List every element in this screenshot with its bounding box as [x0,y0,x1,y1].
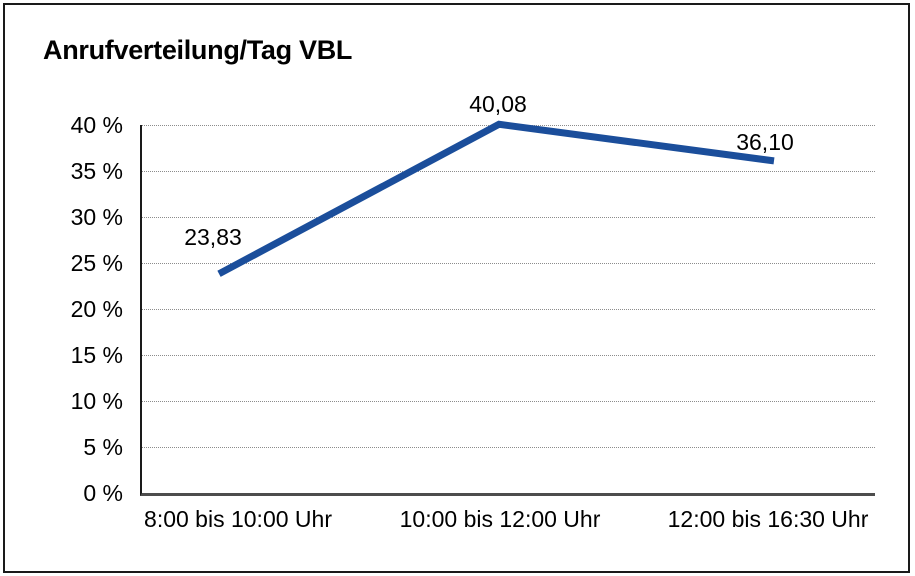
gridline [142,171,875,172]
y-tick-label: 35 % [70,158,123,184]
x-tick-label: 8:00 bis 10:00 Uhr [144,506,332,532]
plot-area [140,120,875,496]
gridline [142,309,875,310]
chart-panel: Anrufverteilung/Tag VBL [3,3,910,573]
gridline [142,401,875,402]
y-tick-label: 15 % [70,342,123,368]
y-tick-label: 20 % [70,296,123,322]
data-label: 36,10 [736,128,794,155]
y-tick-label: 0 % [83,480,123,506]
gridline [142,263,875,264]
y-tick-label: 30 % [70,204,123,230]
x-tick-label: 10:00 bis 12:00 Uhr [399,506,601,532]
x-tick-label: 12:00 bis 16:30 Uhr [667,506,869,532]
gridline [142,217,875,218]
y-tick-label: 25 % [70,250,123,276]
data-label: 40,08 [469,91,527,118]
y-tick-label: 40 % [70,112,123,138]
chart-title: Anrufverteilung/Tag VBL [43,35,353,65]
series-line [217,120,775,277]
line-series [217,120,775,277]
data-label: 23,83 [184,223,242,250]
y-tick-label: 5 % [83,434,123,460]
y-tick-label: 10 % [70,388,123,414]
gridline [142,355,875,356]
gridline [142,447,875,448]
